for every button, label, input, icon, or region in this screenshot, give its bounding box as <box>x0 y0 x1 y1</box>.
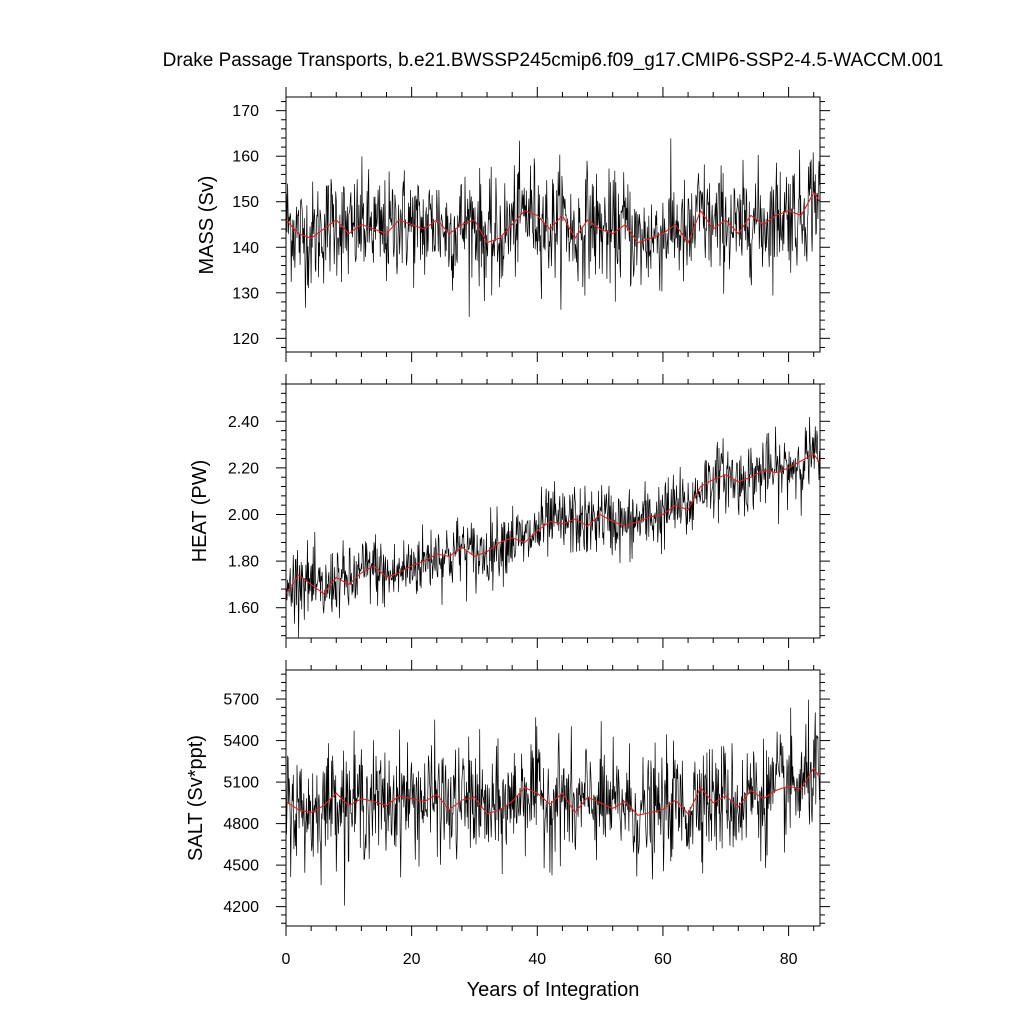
heat-y-label: HEAT (PW) <box>189 460 211 563</box>
mass-smoothed-series <box>286 191 820 244</box>
salt-y-tick-label: 5100 <box>223 775 259 792</box>
x-tick-label: 20 <box>403 951 421 968</box>
mass-y-tick-label: 160 <box>232 149 259 166</box>
heat-y-tick-label: 1.80 <box>228 554 259 571</box>
salt-y-tick-label: 4500 <box>223 858 259 875</box>
heat-y-tick-label: 2.40 <box>228 414 259 431</box>
mass-y-tick-label: 170 <box>232 103 259 120</box>
mass-y-tick-label: 120 <box>232 331 259 348</box>
x-tick-label: 60 <box>654 951 672 968</box>
mass-raw-series <box>286 138 820 317</box>
chart-title: Drake Passage Transports, b.e21.BWSSP245… <box>163 50 944 71</box>
x-axis: 0 20 40 60 80 <box>282 951 798 968</box>
mass-plot-frame <box>285 96 821 353</box>
heat-y-tick-label: 2.00 <box>228 507 259 524</box>
heat-smoothed-series <box>286 453 820 595</box>
x-tick-label: 80 <box>780 951 798 968</box>
mass-panel: MASS (Sv) 120 130 140 150 160 170 <box>196 87 830 362</box>
x-axis-label: Years of Integration <box>467 979 640 1001</box>
salt-y-tick-label: 5700 <box>223 692 259 709</box>
salt-y-label: SALT (Sv*ppt) <box>185 735 207 861</box>
heat-y-tick-label: 1.60 <box>228 600 259 617</box>
salt-panel: SALT (Sv*ppt) 4200 4500 4800 5100 5400 5700 <box>185 660 830 936</box>
salt-y-tick-label: 5400 <box>223 733 259 750</box>
salt-y-tick-label: 4800 <box>223 816 259 833</box>
salt-smoothed-series <box>286 767 820 816</box>
x-tick-label: 40 <box>528 951 546 968</box>
heat-plot-frame <box>285 383 821 639</box>
heat-raw-series <box>286 416 820 638</box>
salt-raw-series <box>286 699 820 906</box>
heat-y-tick-label: 2.20 <box>228 460 259 477</box>
salt-y-tick-label: 4200 <box>223 899 259 916</box>
mass-y-tick-label: 130 <box>232 285 259 302</box>
mass-y-label: MASS (Sv) <box>196 176 218 275</box>
mass-y-tick-label: 150 <box>232 194 259 211</box>
x-tick-label: 0 <box>282 951 291 968</box>
heat-panel: HEAT (PW) 1.60 1.80 2.00 2.20 2.40 <box>189 374 830 648</box>
salt-plot-frame <box>285 669 821 927</box>
mass-y-tick-label: 140 <box>232 240 259 257</box>
